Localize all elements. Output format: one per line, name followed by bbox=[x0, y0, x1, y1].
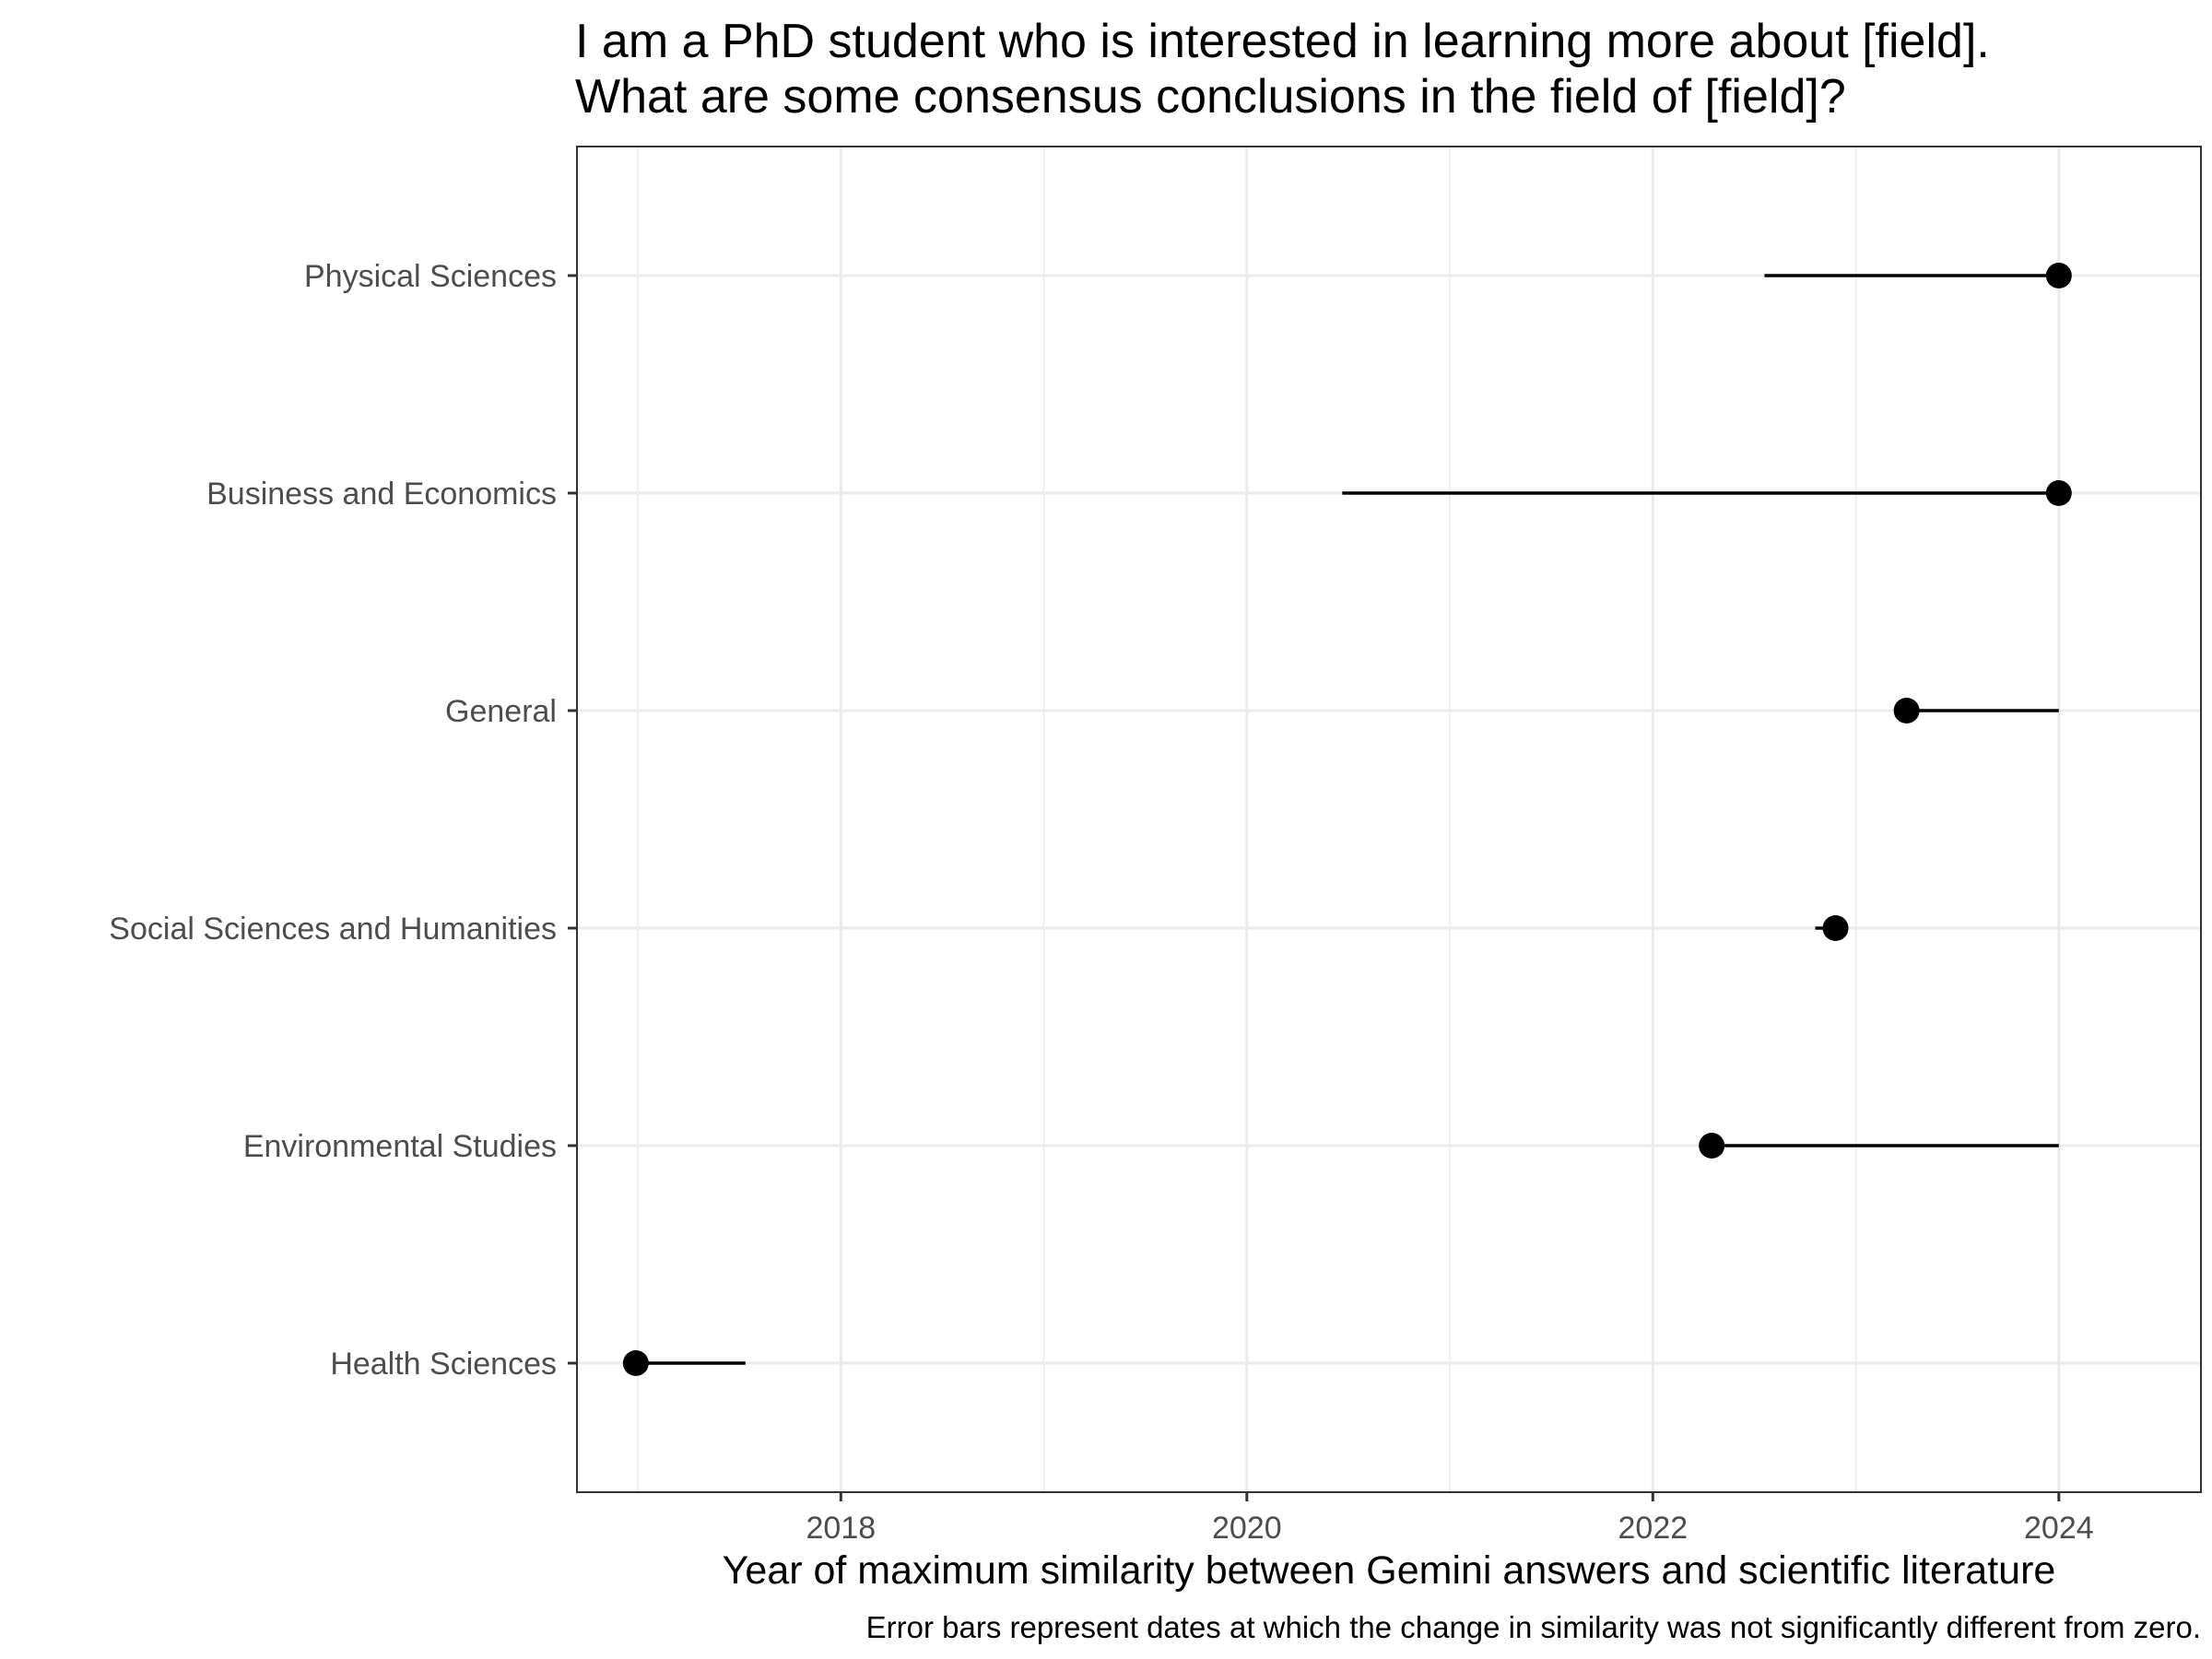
panel-border bbox=[576, 146, 2202, 1493]
x-axis-title: Year of maximum similarity between Gemin… bbox=[723, 1548, 2056, 1593]
y-tick-label: General bbox=[445, 694, 557, 729]
data-point bbox=[1822, 915, 1849, 941]
data-point bbox=[2045, 480, 2072, 506]
x-tick-label: 2022 bbox=[1618, 1511, 1688, 1546]
x-tick-label: 2024 bbox=[2024, 1511, 2094, 1546]
chart-caption: Error bars represent dates at which the … bbox=[866, 1610, 2201, 1644]
y-tick-label: Physical Sciences bbox=[304, 259, 557, 294]
data-point bbox=[1699, 1133, 1725, 1159]
x-tick-label: 2020 bbox=[1212, 1511, 1282, 1546]
chart-title: I am a PhD student who is interested in … bbox=[575, 15, 1990, 124]
data-layer bbox=[622, 263, 2072, 1376]
y-tick-label: Environmental Studies bbox=[243, 1129, 557, 1164]
y-tick-label: Social Sciences and Humanities bbox=[109, 912, 557, 947]
data-point bbox=[622, 1350, 649, 1376]
data-point bbox=[2045, 263, 2072, 288]
chart-title-line-2: What are some consensus conclusions in t… bbox=[575, 70, 1846, 124]
x-tick-label: 2018 bbox=[806, 1511, 877, 1546]
axes: Physical Sciences Business and Economics G… bbox=[109, 259, 2093, 1546]
y-tick-label: Business and Economics bbox=[206, 477, 557, 512]
chart-title-line-1: I am a PhD student who is interested in … bbox=[575, 15, 1990, 68]
y-tick-label: Health Sciences bbox=[330, 1347, 557, 1382]
plot-panel bbox=[577, 147, 2201, 1492]
data-point bbox=[1893, 698, 1920, 724]
